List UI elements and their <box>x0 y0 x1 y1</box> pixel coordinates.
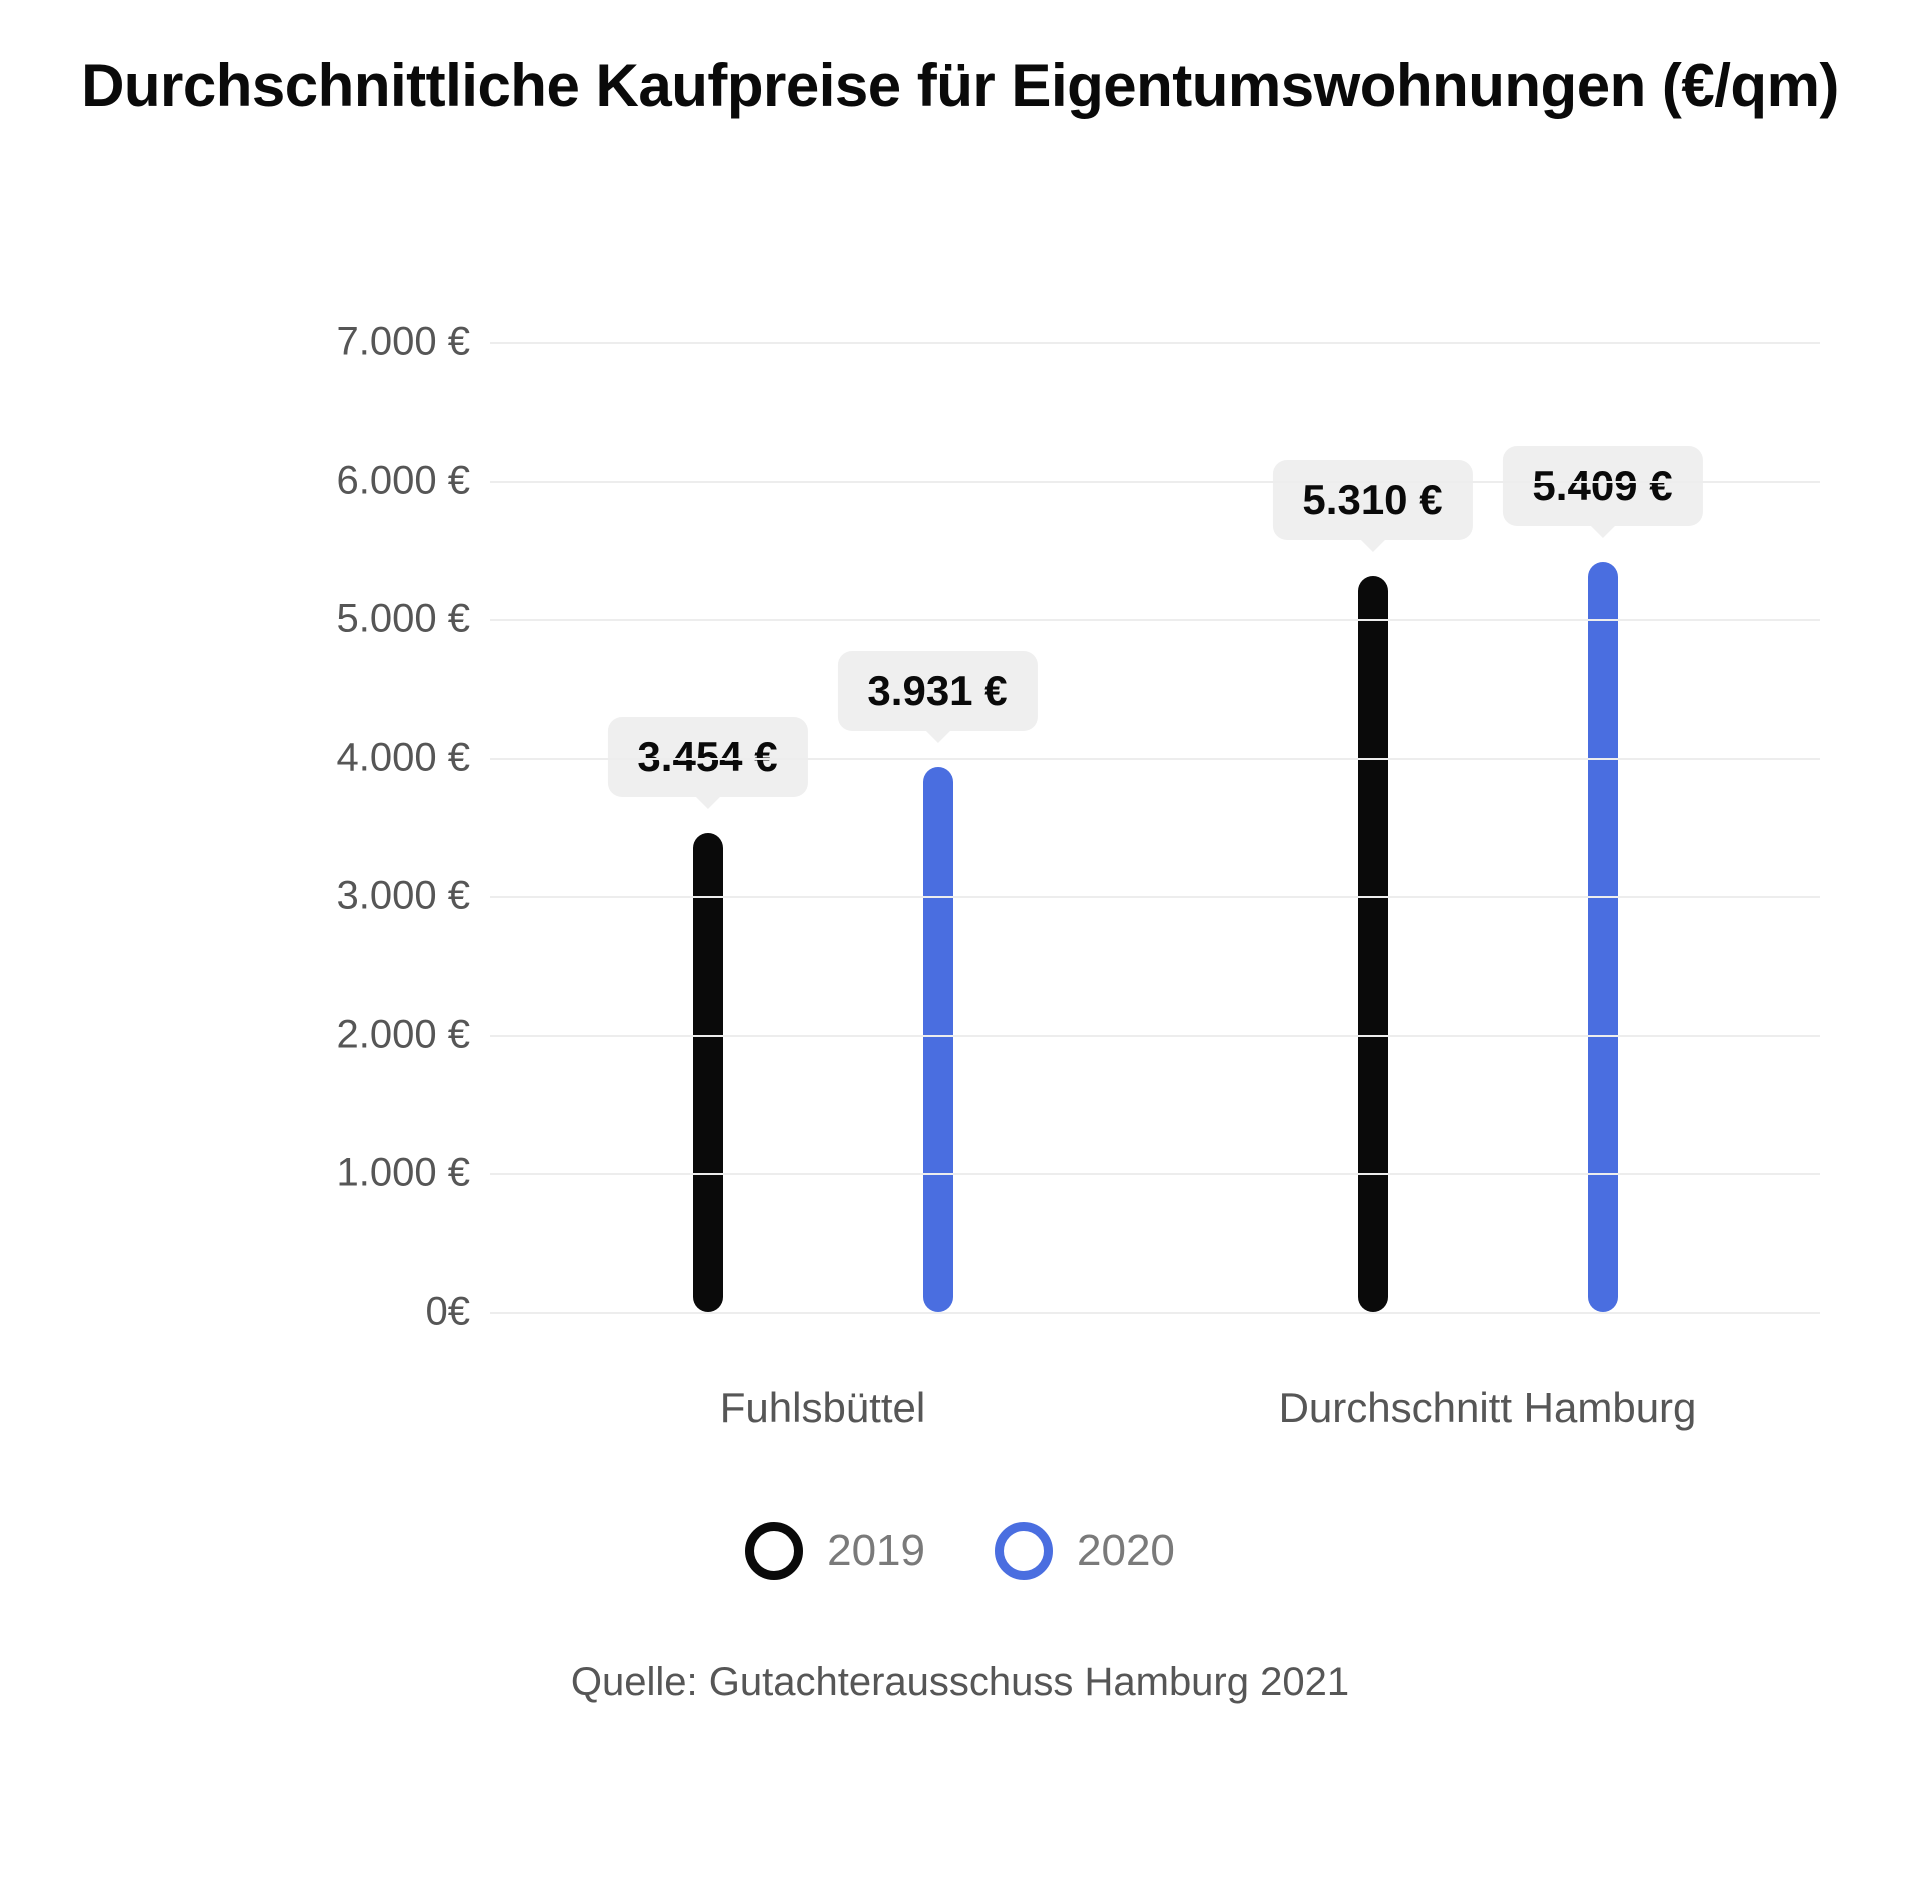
y-tick-label: 0€ <box>140 1290 470 1335</box>
bar-group: 3.454 € 3.931 € <box>490 342 1155 1312</box>
y-tick-label: 7.000 € <box>140 320 470 365</box>
gridline <box>490 342 1820 344</box>
value-badge: 3.931 € <box>837 651 1037 731</box>
gridline <box>490 896 1820 898</box>
bar <box>693 833 723 1312</box>
source-caption: Quelle: Gutachterausschuss Hamburg 2021 <box>60 1660 1860 1705</box>
legend-label: 2020 <box>1077 1526 1175 1576</box>
bar-wrap: 3.454 € <box>693 342 723 1312</box>
gridline <box>490 619 1820 621</box>
y-tick-label: 5.000 € <box>140 597 470 642</box>
bar-wrap: 5.310 € <box>1358 342 1388 1312</box>
bar-groups: 3.454 € 3.931 € 5.310 € 5.409 € <box>490 342 1820 1312</box>
y-tick-label: 2.000 € <box>140 1012 470 1057</box>
y-tick-label: 6.000 € <box>140 458 470 503</box>
value-badge: 5.310 € <box>1272 460 1472 540</box>
bar <box>923 767 953 1312</box>
gridline <box>490 758 1820 760</box>
bar <box>1588 562 1618 1312</box>
x-axis-label: Fuhlsbüttel <box>490 1384 1155 1432</box>
gridline <box>490 1173 1820 1175</box>
legend-swatch-icon <box>745 1522 803 1580</box>
legend-item: 2019 <box>745 1522 925 1580</box>
chart-title: Durchschnittliche Kaufpreise für Eigentu… <box>60 50 1860 122</box>
chart-area: 3.454 €3.931 €5.310 €5.409 € Fuhlsbüttel… <box>140 342 1820 1372</box>
chart-container: Durchschnittliche Kaufpreise für Eigentu… <box>0 0 1920 1884</box>
bar-wrap: 3.931 € <box>923 342 953 1312</box>
y-tick-label: 1.000 € <box>140 1151 470 1196</box>
gridline <box>490 1035 1820 1037</box>
x-axis-labels: FuhlsbüttelDurchschnitt Hamburg <box>490 1384 1820 1432</box>
bar-wrap: 5.409 € <box>1588 342 1618 1312</box>
bar <box>1358 576 1388 1312</box>
y-tick-label: 4.000 € <box>140 735 470 780</box>
legend-item: 2020 <box>995 1522 1175 1580</box>
legend-swatch-icon <box>995 1522 1053 1580</box>
value-badge: 5.409 € <box>1502 446 1702 526</box>
bar-group: 5.310 € 5.409 € <box>1155 342 1820 1312</box>
plot-region: 3.454 € 3.931 € 5.310 € 5.409 € <box>490 342 1820 1312</box>
y-tick-label: 3.000 € <box>140 874 470 919</box>
x-axis-label: Durchschnitt Hamburg <box>1155 1384 1820 1432</box>
gridline <box>490 481 1820 483</box>
gridline <box>490 1312 1820 1314</box>
legend: 2019 2020 <box>60 1522 1860 1580</box>
legend-label: 2019 <box>827 1526 925 1576</box>
